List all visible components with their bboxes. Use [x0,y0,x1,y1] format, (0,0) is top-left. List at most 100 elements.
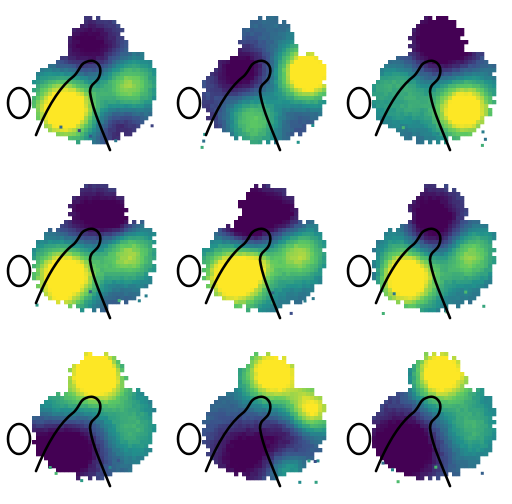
heatmap-cell [92,20,97,25]
heatmap-cell [400,132,405,137]
heatmap-cell [460,264,465,269]
heatmap-cell [100,184,105,189]
heatmap-cell [100,376,105,381]
heatmap-cell [72,364,77,369]
heatmap-cell [460,92,465,97]
heatmap-cell [278,124,283,129]
heatmap-cell [128,428,133,433]
heatmap-cell [238,304,243,309]
heatmap-cell [392,80,397,85]
heatmap-cell [416,268,421,273]
heatmap-cell [436,260,441,265]
heatmap-cell [314,228,319,233]
heatmap-cell [234,72,239,77]
heatmap-cell [258,188,263,193]
heatmap-cell [388,240,393,245]
heatmap-cell [424,128,429,133]
heatmap-cell [124,244,129,249]
heatmap-cell [100,304,105,309]
heatmap-cell [202,92,207,97]
heatmap-cell [464,220,469,225]
heatmap-cell [116,240,121,245]
heatmap-cell [88,276,93,281]
heatmap-cell [408,280,413,285]
heatmap-cell [254,300,259,305]
heatmap-cell [108,468,113,473]
heatmap-cell [286,200,291,205]
heatmap-cell [452,28,457,33]
heatmap-cell [52,436,57,441]
heatmap-cell [420,216,425,221]
heatmap-cell [128,116,133,121]
heatmap-cell [298,288,303,293]
heatmap-cell [306,248,311,253]
heatmap-cell [246,268,251,273]
heatmap-cell [420,240,425,245]
heatmap-cell [294,48,299,53]
heatmap-cell [290,260,295,265]
heatmap-cell [218,260,223,265]
heatmap-cell [92,240,97,245]
heatmap-cell [452,264,457,269]
heatmap-cell [246,368,251,373]
heatmap-cell [226,396,231,401]
heatmap-cell [120,120,125,125]
heatmap-cell [124,416,129,421]
heatmap-cell [404,68,409,73]
heatmap-cell [440,256,445,261]
heatmap-cell [250,24,255,29]
heatmap-cell [436,236,441,241]
heatmap-cell [108,32,113,37]
heatmap-cell [116,392,121,397]
heatmap-cell [104,280,109,285]
heatmap-cell [250,292,255,297]
heatmap-cell [254,224,259,229]
heatmap-cell [436,292,441,297]
heatmap-cell [234,264,239,269]
heatmap-cell [266,376,271,381]
heatmap-cell [116,420,121,425]
heatmap-cell [222,292,227,297]
heatmap-cell [242,224,247,229]
heatmap-cell [464,240,469,245]
heatmap-cell [408,60,413,65]
heatmap-cell [412,208,417,213]
heatmap-cell [112,20,117,25]
heatmap-cell [72,396,77,401]
heatmap-cell [400,284,405,289]
heatmap-cell [298,112,303,117]
heatmap-cell [392,280,397,285]
heatmap-cell [124,88,129,93]
heatmap-cell [120,428,125,433]
heatmap-cell [464,124,469,129]
heatmap-cell [96,372,101,377]
heatmap-cell [484,232,489,237]
heatmap-cell [286,388,291,393]
heatmap-cell [444,76,449,81]
heatmap-cell [36,424,41,429]
heatmap-cell [246,84,251,89]
heatmap-cell [384,240,389,245]
heatmap-cell [460,300,465,305]
heatmap-cell [416,72,421,77]
heatmap-cell [476,56,481,61]
heatmap-cell [116,460,121,465]
heatmap-cell [448,104,453,109]
heatmap-cell [294,60,299,65]
heatmap-cell [88,60,93,65]
heatmap-cell [214,88,219,93]
heatmap-cell [44,404,49,409]
heatmap-cell [144,108,149,113]
heatmap-cell [112,436,117,441]
heatmap-svg [176,184,327,320]
heatmap-cell [290,68,295,73]
heatmap-cell [412,212,417,217]
heatmap-cell [104,24,109,29]
heatmap-cell [488,88,493,93]
heatmap-cell [88,248,93,253]
heatmap-cell [388,260,393,265]
heatmap-cell [290,384,295,389]
heatmap-cell [140,452,145,457]
heatmap-cell [84,296,89,301]
heatmap-cell [452,236,457,241]
